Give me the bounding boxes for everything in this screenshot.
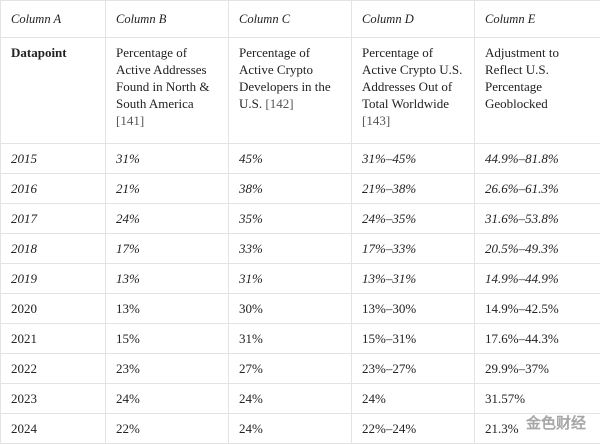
data-cell: 45% (229, 144, 352, 174)
data-cell: 44.9%–81.8% (475, 144, 600, 174)
data-cell: 38% (229, 174, 352, 204)
footnote-ref: [143] (362, 113, 390, 128)
data-cell: 24% (229, 414, 352, 444)
data-cell: 26.6%–61.3% (475, 174, 600, 204)
data-cell: 31.6%–53.8% (475, 204, 600, 234)
data-cell: 30% (229, 294, 352, 324)
description-text: Datapoint (11, 45, 67, 60)
data-cell: 31.57% (475, 384, 600, 414)
data-cell: 13% (106, 294, 229, 324)
data-cell: 15% (106, 324, 229, 354)
data-cell: 2021 (1, 324, 106, 354)
description-text: Adjustment to Reflect U.S. Percentage Ge… (485, 45, 559, 111)
column-header: Column E (475, 1, 600, 38)
data-cell: 2019 (1, 264, 106, 294)
description-cell: Percentage of Active Crypto Developers i… (229, 38, 352, 144)
data-cell: 24% (229, 384, 352, 414)
data-cell: 2017 (1, 204, 106, 234)
data-cell: 2023 (1, 384, 106, 414)
description-cell: Datapoint (1, 38, 106, 144)
data-cell: 2015 (1, 144, 106, 174)
description-row: Datapoint Percentage of Active Addresses … (1, 38, 600, 144)
data-cell: 14.9%–42.5% (475, 294, 600, 324)
data-cell: 14.9%–44.9% (475, 264, 600, 294)
data-cell: 24% (352, 384, 475, 414)
data-cell: 2016 (1, 174, 106, 204)
description-text: Percentage of Active Addresses Found in … (116, 45, 210, 111)
data-cell: 2022 (1, 354, 106, 384)
data-cell: 35% (229, 204, 352, 234)
data-cell: 13%–31% (352, 264, 475, 294)
description-cell: Percentage of Active Crypto U.S. Address… (352, 38, 475, 144)
data-cell: 33% (229, 234, 352, 264)
data-cell: 13% (106, 264, 229, 294)
data-cell: 2018 (1, 234, 106, 264)
data-cell: 22%–24% (352, 414, 475, 444)
description-cell: Adjustment to Reflect U.S. Percentage Ge… (475, 38, 600, 144)
footnote-ref: [141] (116, 113, 144, 128)
data-cell: 21% (106, 174, 229, 204)
data-cell: 17% (106, 234, 229, 264)
data-cell: 24%–35% (352, 204, 475, 234)
data-cell: 31% (106, 144, 229, 174)
column-header: Column A (1, 1, 106, 38)
footnote-ref: [142] (265, 96, 293, 111)
column-header: Column C (229, 1, 352, 38)
data-cell: 13%–30% (352, 294, 475, 324)
data-cell: 15%–31% (352, 324, 475, 354)
data-cell: 31%–45% (352, 144, 475, 174)
column-header: Column D (352, 1, 475, 38)
data-cell: 22% (106, 414, 229, 444)
data-cell: 24% (106, 384, 229, 414)
data-cell: 31% (229, 324, 352, 354)
data-cell: 17%–33% (352, 234, 475, 264)
data-cell: 21%–38% (352, 174, 475, 204)
data-cell: 29.9%–37% (475, 354, 600, 384)
data-cell: 31% (229, 264, 352, 294)
data-cell: 20.5%–49.3% (475, 234, 600, 264)
data-cell: 24% (106, 204, 229, 234)
data-cell: 23% (106, 354, 229, 384)
description-cell: Percentage of Active Addresses Found in … (106, 38, 229, 144)
data-cell: 23%–27% (352, 354, 475, 384)
column-header: Column B (106, 1, 229, 38)
watermark: 金色财经 (526, 412, 586, 433)
data-cell: 17.6%–44.3% (475, 324, 600, 354)
data-cell: 27% (229, 354, 352, 384)
description-text: Percentage of Active Crypto U.S. Address… (362, 45, 462, 111)
data-cell: 2020 (1, 294, 106, 324)
data-cell: 2024 (1, 414, 106, 444)
